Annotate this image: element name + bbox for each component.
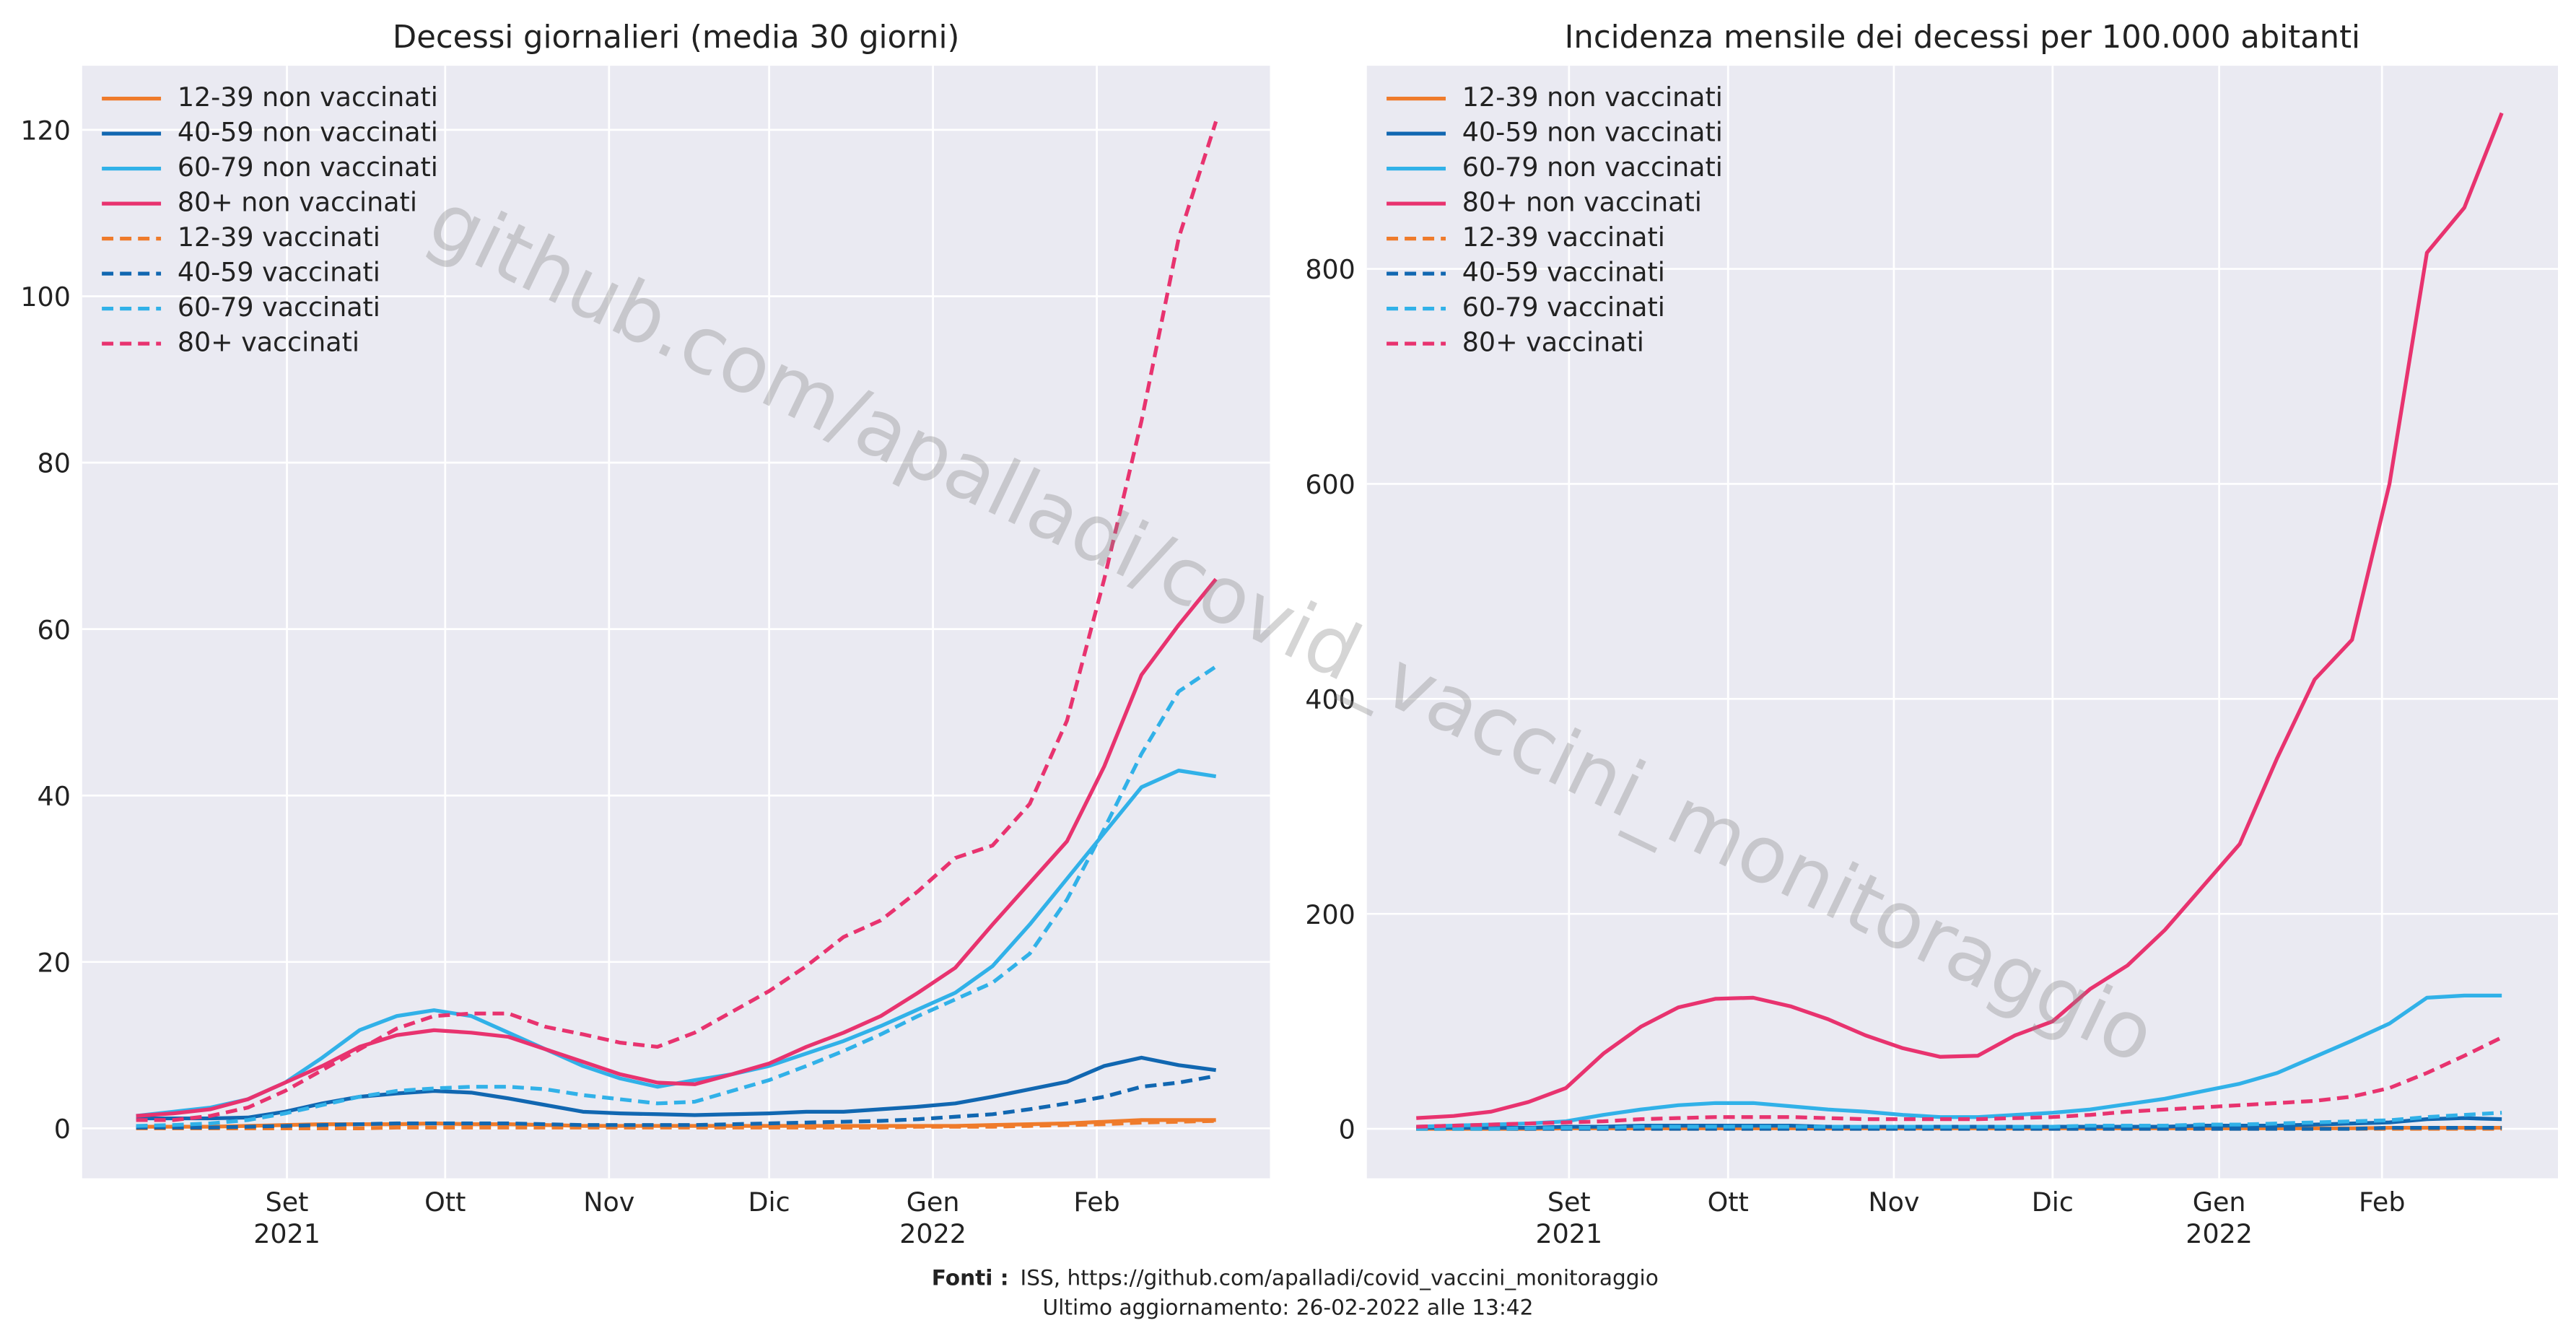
legend-label: 12-39 vaccinati: [178, 222, 380, 253]
y-tick-label: 40: [38, 781, 71, 812]
y-tick-label: 60: [38, 614, 71, 645]
series-line: [1416, 1111, 2502, 1131]
legend-label: 60-79 vaccinati: [1462, 292, 1665, 323]
legend-label: 40-59 non vaccinati: [1462, 117, 1723, 148]
legend-label: 40-59 vaccinati: [1462, 257, 1665, 288]
y-tick-label: 0: [54, 1114, 71, 1145]
plot: Incidenza mensile dei decessi per 100.00…: [1305, 19, 2558, 1249]
series-line: [1416, 1036, 2503, 1129]
legend-label: 80+ non vaccinati: [178, 187, 417, 218]
legend-label: 40-59 non vaccinati: [178, 117, 438, 148]
y-tick-label: 120: [20, 115, 70, 147]
y-tick-label: 400: [1305, 684, 1355, 715]
y-tick-label: 80: [38, 448, 71, 479]
y-tick-label: 0: [1339, 1114, 1355, 1145]
series-line: [136, 577, 1218, 1118]
x-tick-label: Ott: [1708, 1187, 1749, 1218]
x-tick-label: Set 2021: [253, 1187, 320, 1249]
y-tick-label: 600: [1305, 469, 1355, 500]
legend-label: 80+ vaccinati: [1462, 327, 1644, 358]
chart-title: Incidenza mensile dei decessi per 100.00…: [1565, 19, 2360, 56]
x-tick-label: Dic: [748, 1187, 790, 1218]
legend-label: 40-59 vaccinati: [178, 257, 380, 288]
y-tick-label: 800: [1305, 254, 1355, 285]
series-line: [136, 665, 1218, 1128]
x-tick-label: Dic: [2032, 1187, 2074, 1218]
series-line: [136, 121, 1218, 1122]
legend-label: 12-39 non vaccinati: [1462, 82, 1723, 113]
x-tick-label: Gen 2022: [2186, 1187, 2253, 1249]
x-tick-label: Gen 2022: [899, 1187, 966, 1249]
x-tick-label: Set 2021: [1535, 1187, 1602, 1249]
y-tick-label: 200: [1305, 899, 1355, 930]
x-tick-label: Ott: [424, 1187, 466, 1218]
y-tick-label: 100: [20, 281, 70, 313]
legend-label: 12-39 non vaccinati: [178, 82, 438, 113]
x-tick-label: Nov: [1868, 1187, 1919, 1218]
series-line: [136, 1118, 1216, 1129]
chart-title: Decessi giornalieri (media 30 giorni): [393, 19, 959, 56]
x-tick-label: Feb: [1073, 1187, 1119, 1218]
legend-label: 80+ vaccinati: [178, 327, 359, 358]
series-line: [1416, 112, 2504, 1120]
legend-label: 60-79 non vaccinati: [178, 152, 438, 183]
footer-source: ISS, https://github.com/apalladi/covid_v…: [1020, 1266, 1658, 1290]
plot-background: [1366, 66, 2558, 1179]
legend-label: 60-79 non vaccinati: [1462, 152, 1723, 183]
legend-label: 60-79 vaccinati: [178, 292, 380, 323]
legend-label: 80+ non vaccinati: [1462, 187, 1702, 218]
footer-source-label: Fonti :: [932, 1266, 1009, 1290]
plot: Decessi giornalieri (media 30 giorni) 0 20…: [20, 19, 1270, 1249]
legend-label: 12-39 vaccinati: [1462, 222, 1665, 253]
y-tick-label: 20: [38, 947, 71, 978]
plot-background: [82, 66, 1270, 1179]
series-line: [1416, 993, 2502, 1129]
footer-updated: Ultimo aggiornamento: 26-02-2022 alle 13…: [1043, 1296, 1534, 1320]
x-tick-label: Nov: [583, 1187, 634, 1218]
x-tick-label: Feb: [2359, 1187, 2405, 1218]
